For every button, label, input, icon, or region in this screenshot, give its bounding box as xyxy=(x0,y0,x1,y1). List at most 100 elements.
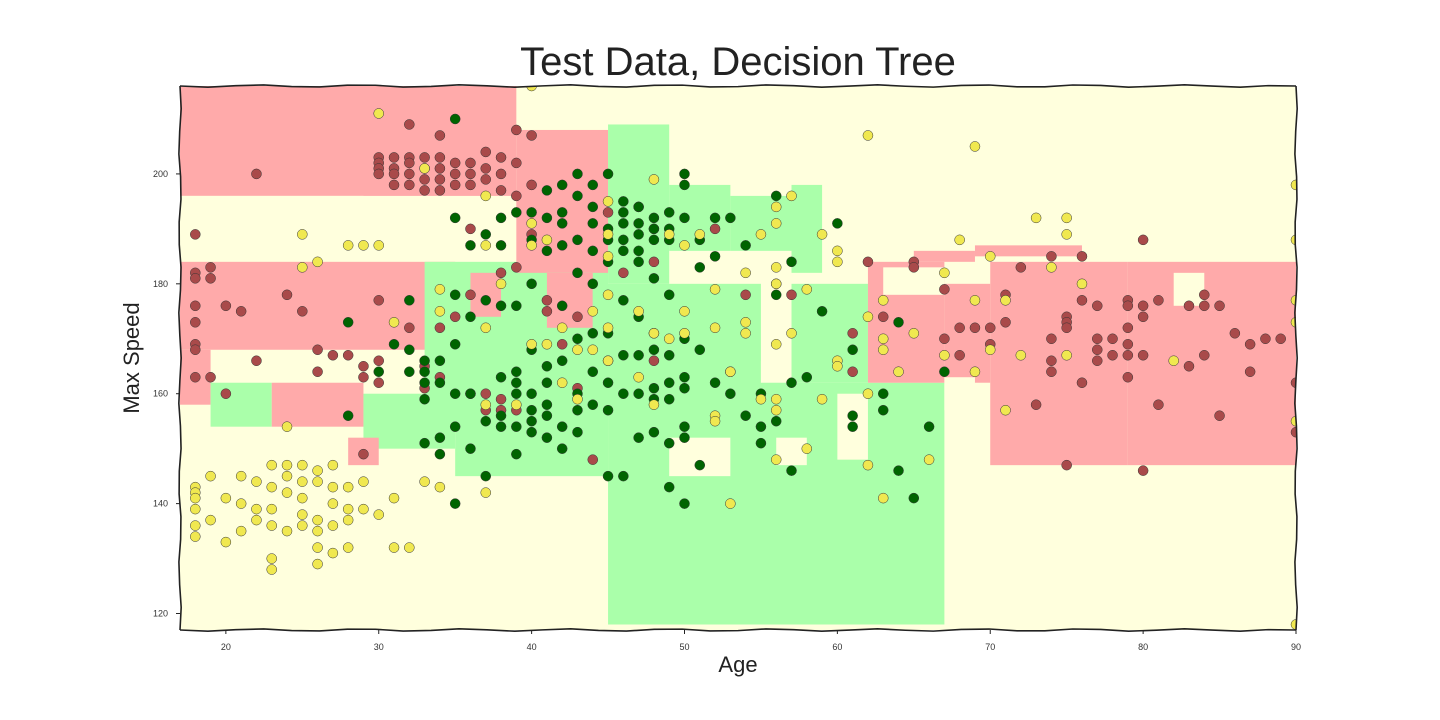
point-yellow-125 xyxy=(816,229,828,240)
point-red-114 xyxy=(1000,317,1011,328)
point-green-142 xyxy=(709,212,721,224)
region-yellow-32 xyxy=(944,377,975,411)
point-green-35 xyxy=(495,410,507,421)
point-green-84 xyxy=(602,168,614,180)
point-red-76 xyxy=(511,124,522,136)
point-green-66 xyxy=(556,421,568,432)
point-green-5 xyxy=(404,344,415,356)
point-yellow-71 xyxy=(495,278,507,290)
point-yellow-140 xyxy=(908,328,920,339)
point-green-2 xyxy=(373,366,384,377)
point-red-157 xyxy=(1260,333,1271,345)
point-yellow-51 xyxy=(358,240,369,251)
point-red-74 xyxy=(495,393,507,405)
point-green-76 xyxy=(587,179,599,191)
point-red-55 xyxy=(449,157,461,169)
point-yellow-131 xyxy=(862,130,874,141)
point-yellow-147 xyxy=(969,366,981,377)
point-green-16 xyxy=(449,113,461,125)
point-yellow-35 xyxy=(312,465,323,476)
point-red-41 xyxy=(404,322,415,334)
point-yellow-21 xyxy=(266,564,277,575)
point-green-127 xyxy=(663,437,675,449)
point-yellow-38 xyxy=(312,525,323,537)
point-red-109 xyxy=(954,322,965,334)
point-red-35 xyxy=(388,179,400,191)
point-green-79 xyxy=(587,245,599,257)
point-green-94 xyxy=(618,207,629,218)
point-red-147 xyxy=(1183,300,1195,312)
point-red-100 xyxy=(847,328,858,339)
point-green-37 xyxy=(511,207,522,218)
point-green-155 xyxy=(770,415,782,427)
point-yellow-60 xyxy=(404,542,415,553)
point-green-13 xyxy=(434,377,446,388)
point-yellow-66 xyxy=(480,190,492,202)
point-yellow-53 xyxy=(358,503,369,515)
point-red-115 xyxy=(1015,262,1027,273)
point-yellow-148 xyxy=(984,251,996,262)
point-green-30 xyxy=(480,470,492,482)
point-red-42 xyxy=(419,152,430,163)
point-yellow-136 xyxy=(877,333,889,345)
point-red-2 xyxy=(190,273,201,284)
point-green-11 xyxy=(419,437,430,449)
point-red-135 xyxy=(1122,300,1134,312)
point-green-99 xyxy=(618,350,629,361)
point-green-154 xyxy=(770,289,782,301)
point-green-43 xyxy=(511,448,522,460)
point-yellow-26 xyxy=(281,525,293,537)
point-yellow-85 xyxy=(602,196,614,207)
point-green-168 xyxy=(893,465,904,476)
y-axis-ticks: 120 140 160 180 200 xyxy=(153,169,180,619)
point-green-46 xyxy=(526,278,537,290)
point-green-70 xyxy=(572,234,583,246)
point-red-78 xyxy=(511,190,522,202)
point-yellow-122 xyxy=(786,328,797,339)
point-yellow-42 xyxy=(327,481,339,493)
point-green-143 xyxy=(709,251,721,262)
point-red-86 xyxy=(556,339,568,350)
point-green-48 xyxy=(526,388,537,399)
point-red-127 xyxy=(1076,377,1088,388)
point-green-52 xyxy=(541,185,553,196)
point-yellow-112 xyxy=(755,393,767,405)
point-green-129 xyxy=(679,168,690,180)
point-green-4 xyxy=(404,295,415,306)
point-red-60 xyxy=(465,168,476,180)
point-green-9 xyxy=(419,377,430,388)
point-red-94 xyxy=(648,256,660,268)
point-red-148 xyxy=(1183,360,1195,372)
point-red-22 xyxy=(358,360,369,372)
point-yellow-119 xyxy=(770,404,782,416)
point-yellow-33 xyxy=(297,520,308,531)
point-red-72 xyxy=(495,185,507,196)
point-yellow-2 xyxy=(190,492,201,504)
point-yellow-133 xyxy=(862,388,874,399)
point-yellow-87 xyxy=(602,251,614,262)
point-green-128 xyxy=(663,481,675,493)
point-green-130 xyxy=(679,179,690,191)
point-green-50 xyxy=(526,415,537,427)
point-green-164 xyxy=(847,421,858,432)
point-green-117 xyxy=(648,382,660,394)
point-red-119 xyxy=(1046,366,1057,377)
point-green-133 xyxy=(679,371,690,383)
point-yellow-40 xyxy=(312,558,323,570)
point-green-153 xyxy=(770,190,782,202)
point-green-12 xyxy=(434,355,446,366)
point-green-136 xyxy=(679,432,690,443)
region-red-0 xyxy=(180,86,517,196)
point-green-27 xyxy=(480,229,492,240)
point-yellow-149 xyxy=(984,344,996,356)
point-green-166 xyxy=(877,404,889,416)
point-green-10 xyxy=(419,393,430,405)
point-yellow-79 xyxy=(556,322,568,334)
point-yellow-37 xyxy=(312,514,323,526)
point-yellow-106 xyxy=(725,366,736,377)
point-red-141 xyxy=(1137,300,1149,312)
point-yellow-27 xyxy=(297,229,308,240)
point-yellow-156 xyxy=(1061,229,1072,240)
point-red-40 xyxy=(404,179,415,191)
point-yellow-113 xyxy=(770,201,782,213)
